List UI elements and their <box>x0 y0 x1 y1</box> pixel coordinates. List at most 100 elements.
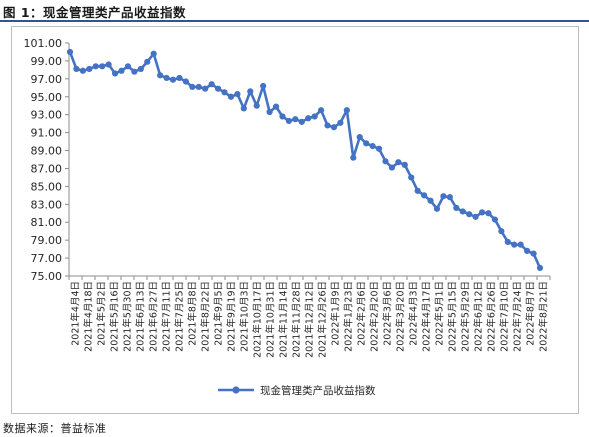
y-tick-label: 85.00 <box>31 180 63 193</box>
data-point <box>260 82 267 90</box>
data-point <box>86 65 93 73</box>
data-point <box>440 193 447 200</box>
x-tick-label: 2021年11月14日 <box>278 281 290 358</box>
data-point <box>137 65 144 73</box>
data-point <box>414 187 421 194</box>
x-tick-label: 2021年8月8日 <box>187 281 199 346</box>
data-point <box>427 197 434 204</box>
x-tick-label: 2021年6月13日 <box>135 281 147 352</box>
y-tick-label: 97.00 <box>31 73 63 86</box>
data-point <box>124 63 132 70</box>
data-point <box>433 205 441 212</box>
data-point <box>266 108 273 116</box>
x-tick-label: 2022年6月12日 <box>473 281 485 352</box>
x-tick-label: 2022年7月10日 <box>499 281 511 352</box>
data-point <box>395 159 402 166</box>
data-point <box>292 116 299 123</box>
data-point <box>343 107 350 114</box>
x-axis: 2021年4月4日 2021年4月18日 2021年5月2日 2021年5月16日 20… <box>68 275 551 358</box>
title-rule <box>0 20 589 22</box>
x-tick-label: 2022年1月9日 <box>330 281 342 346</box>
figure-title: 图 1：现金管理类产品收益指数 <box>3 5 187 20</box>
data-point <box>388 164 396 171</box>
x-tick-label: 2022年6月26日 <box>486 281 498 352</box>
data-point <box>504 238 511 246</box>
data-point <box>195 83 202 91</box>
y-tick-label: 81.00 <box>31 216 63 229</box>
data-point <box>356 133 363 141</box>
data-point <box>337 119 344 126</box>
series-layer <box>66 48 544 272</box>
data-point <box>150 50 157 57</box>
x-tick-label: 2021年5月2日 <box>96 281 108 346</box>
data-point <box>272 103 280 110</box>
data-point <box>66 48 74 56</box>
data-point <box>79 67 86 74</box>
x-tick-label: 2021年11月28日 <box>291 281 303 358</box>
x-tick-label: 2022年3月6日 <box>382 281 394 346</box>
data-point <box>472 213 479 220</box>
data-point <box>524 247 531 255</box>
data-point <box>459 208 466 215</box>
legend: 现金管理类产品收益指数 <box>218 384 376 397</box>
x-tick-label: 2021年5月16日 <box>109 281 121 352</box>
data-point <box>105 61 112 68</box>
data-point <box>298 118 305 125</box>
data-point <box>511 241 518 248</box>
data-point <box>182 78 189 85</box>
data-point <box>73 65 80 73</box>
x-tick-label: 2022年5月29日 <box>460 281 472 352</box>
data-point <box>478 209 486 216</box>
data-point <box>536 264 544 272</box>
x-tick-label: 2022年8月21日 <box>538 281 550 352</box>
y-axis: 101.00 99.00 97.00 95.00 93.00 91.00 89.00 87.0… <box>24 37 70 283</box>
data-point <box>530 250 537 257</box>
data-point <box>279 113 286 120</box>
y-tick-label: 91.00 <box>31 127 63 140</box>
data-point <box>375 145 383 152</box>
data-point <box>214 85 222 92</box>
x-tick-label: 2022年2月20日 <box>369 281 381 352</box>
data-point <box>485 210 492 217</box>
data-point <box>453 204 460 211</box>
legend-label: 现金管理类产品收益指数 <box>260 384 376 397</box>
source-note: 数据来源：普益标准 <box>3 422 107 435</box>
data-point <box>227 93 235 100</box>
data-point <box>253 102 260 109</box>
x-tick-label: 2021年12月26日 <box>317 281 329 358</box>
data-point <box>118 67 125 74</box>
x-tick-label: 2022年2月6日 <box>356 281 368 346</box>
y-tick-label: 89.00 <box>31 145 63 158</box>
x-tick-label: 2021年12月12日 <box>304 281 316 358</box>
x-tick-label: 2022年1月23日 <box>343 281 355 352</box>
x-tick-label: 2021年5月30日 <box>122 281 134 352</box>
x-tick-label: 2021年4月18日 <box>83 281 95 352</box>
y-tick-label: 83.00 <box>31 198 63 211</box>
x-tick-label: 2021年10月17日 <box>252 281 264 358</box>
line-chart: 101.00 99.00 97.00 95.00 93.00 91.00 89.00 87.0… <box>24 37 551 397</box>
chart-frame: 101.00 99.00 97.00 95.00 93.00 91.00 89.00 87.0… <box>11 26 579 414</box>
data-point <box>157 72 164 79</box>
data-point <box>382 158 389 165</box>
data-point <box>285 117 293 125</box>
data-point <box>408 174 415 181</box>
data-point <box>369 142 376 150</box>
y-tick-label: 99.00 <box>31 55 63 68</box>
x-tick-label: 2022年4月3日 <box>408 281 420 346</box>
data-point <box>208 81 215 88</box>
data-point <box>163 74 170 82</box>
data-point <box>401 161 408 168</box>
data-point <box>221 89 228 96</box>
data-point <box>491 216 499 223</box>
data-point <box>330 124 338 131</box>
x-tick-label: 2021年7月11日 <box>161 281 173 352</box>
data-point <box>446 194 453 201</box>
data-point <box>466 211 473 218</box>
y-tick-label: 87.00 <box>31 162 63 175</box>
x-tick-label: 2022年3月20日 <box>395 281 407 352</box>
y-tick-label: 75.00 <box>31 270 63 283</box>
data-point <box>421 192 428 199</box>
data-point <box>517 241 524 248</box>
data-point <box>311 113 318 120</box>
y-tick-label: 95.00 <box>31 91 63 104</box>
